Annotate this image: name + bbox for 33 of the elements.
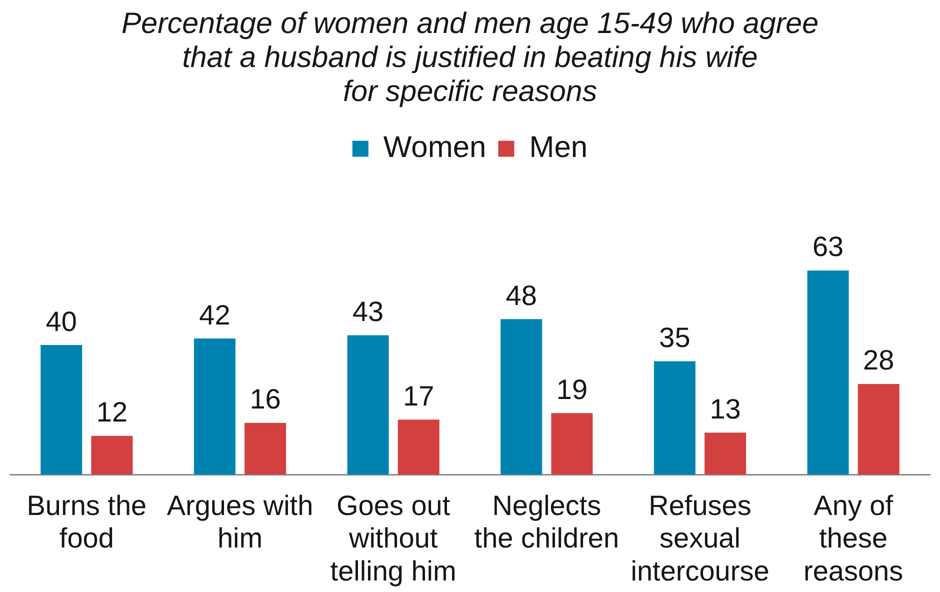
data-label: 17 — [403, 380, 434, 412]
data-label: 12 — [96, 396, 128, 428]
x-tick-label: Burns the food — [26, 490, 147, 554]
x-tick-label: Refuses sexual intercourse — [630, 490, 770, 586]
bar — [244, 422, 286, 475]
data-label: 16 — [250, 384, 281, 415]
data-label: 43 — [352, 296, 384, 328]
bar — [500, 319, 542, 475]
bar — [398, 420, 440, 475]
x-tick-label: Goes out without telling him — [330, 490, 456, 586]
x-tick-label: Any of these reasons — [804, 490, 904, 586]
bar — [40, 345, 82, 475]
data-label: 63 — [812, 231, 844, 262]
x-tick-label: Argues with him — [166, 490, 314, 554]
legend-label: Men — [529, 131, 588, 164]
bar — [704, 432, 746, 475]
data-label: 35 — [659, 322, 690, 353]
x-tick-label: Neglects the children — [474, 490, 620, 554]
bar — [347, 335, 389, 475]
bar — [654, 361, 696, 475]
bar — [91, 436, 133, 475]
bar — [858, 384, 900, 475]
data-label: 40 — [46, 306, 77, 337]
bar — [807, 270, 849, 475]
chart-title: Percentage of women and men age 15-49 who agree that a husband is justified in beating his wife for specific reasons — [122, 7, 818, 108]
data-label: 28 — [863, 344, 894, 376]
data-label: 48 — [506, 280, 537, 311]
data-label: 19 — [556, 374, 588, 405]
bar — [551, 413, 593, 475]
data-label: 42 — [199, 299, 230, 330]
legend-label: Women — [383, 131, 486, 164]
bar — [194, 338, 236, 475]
data-label: 13 — [710, 393, 741, 424]
